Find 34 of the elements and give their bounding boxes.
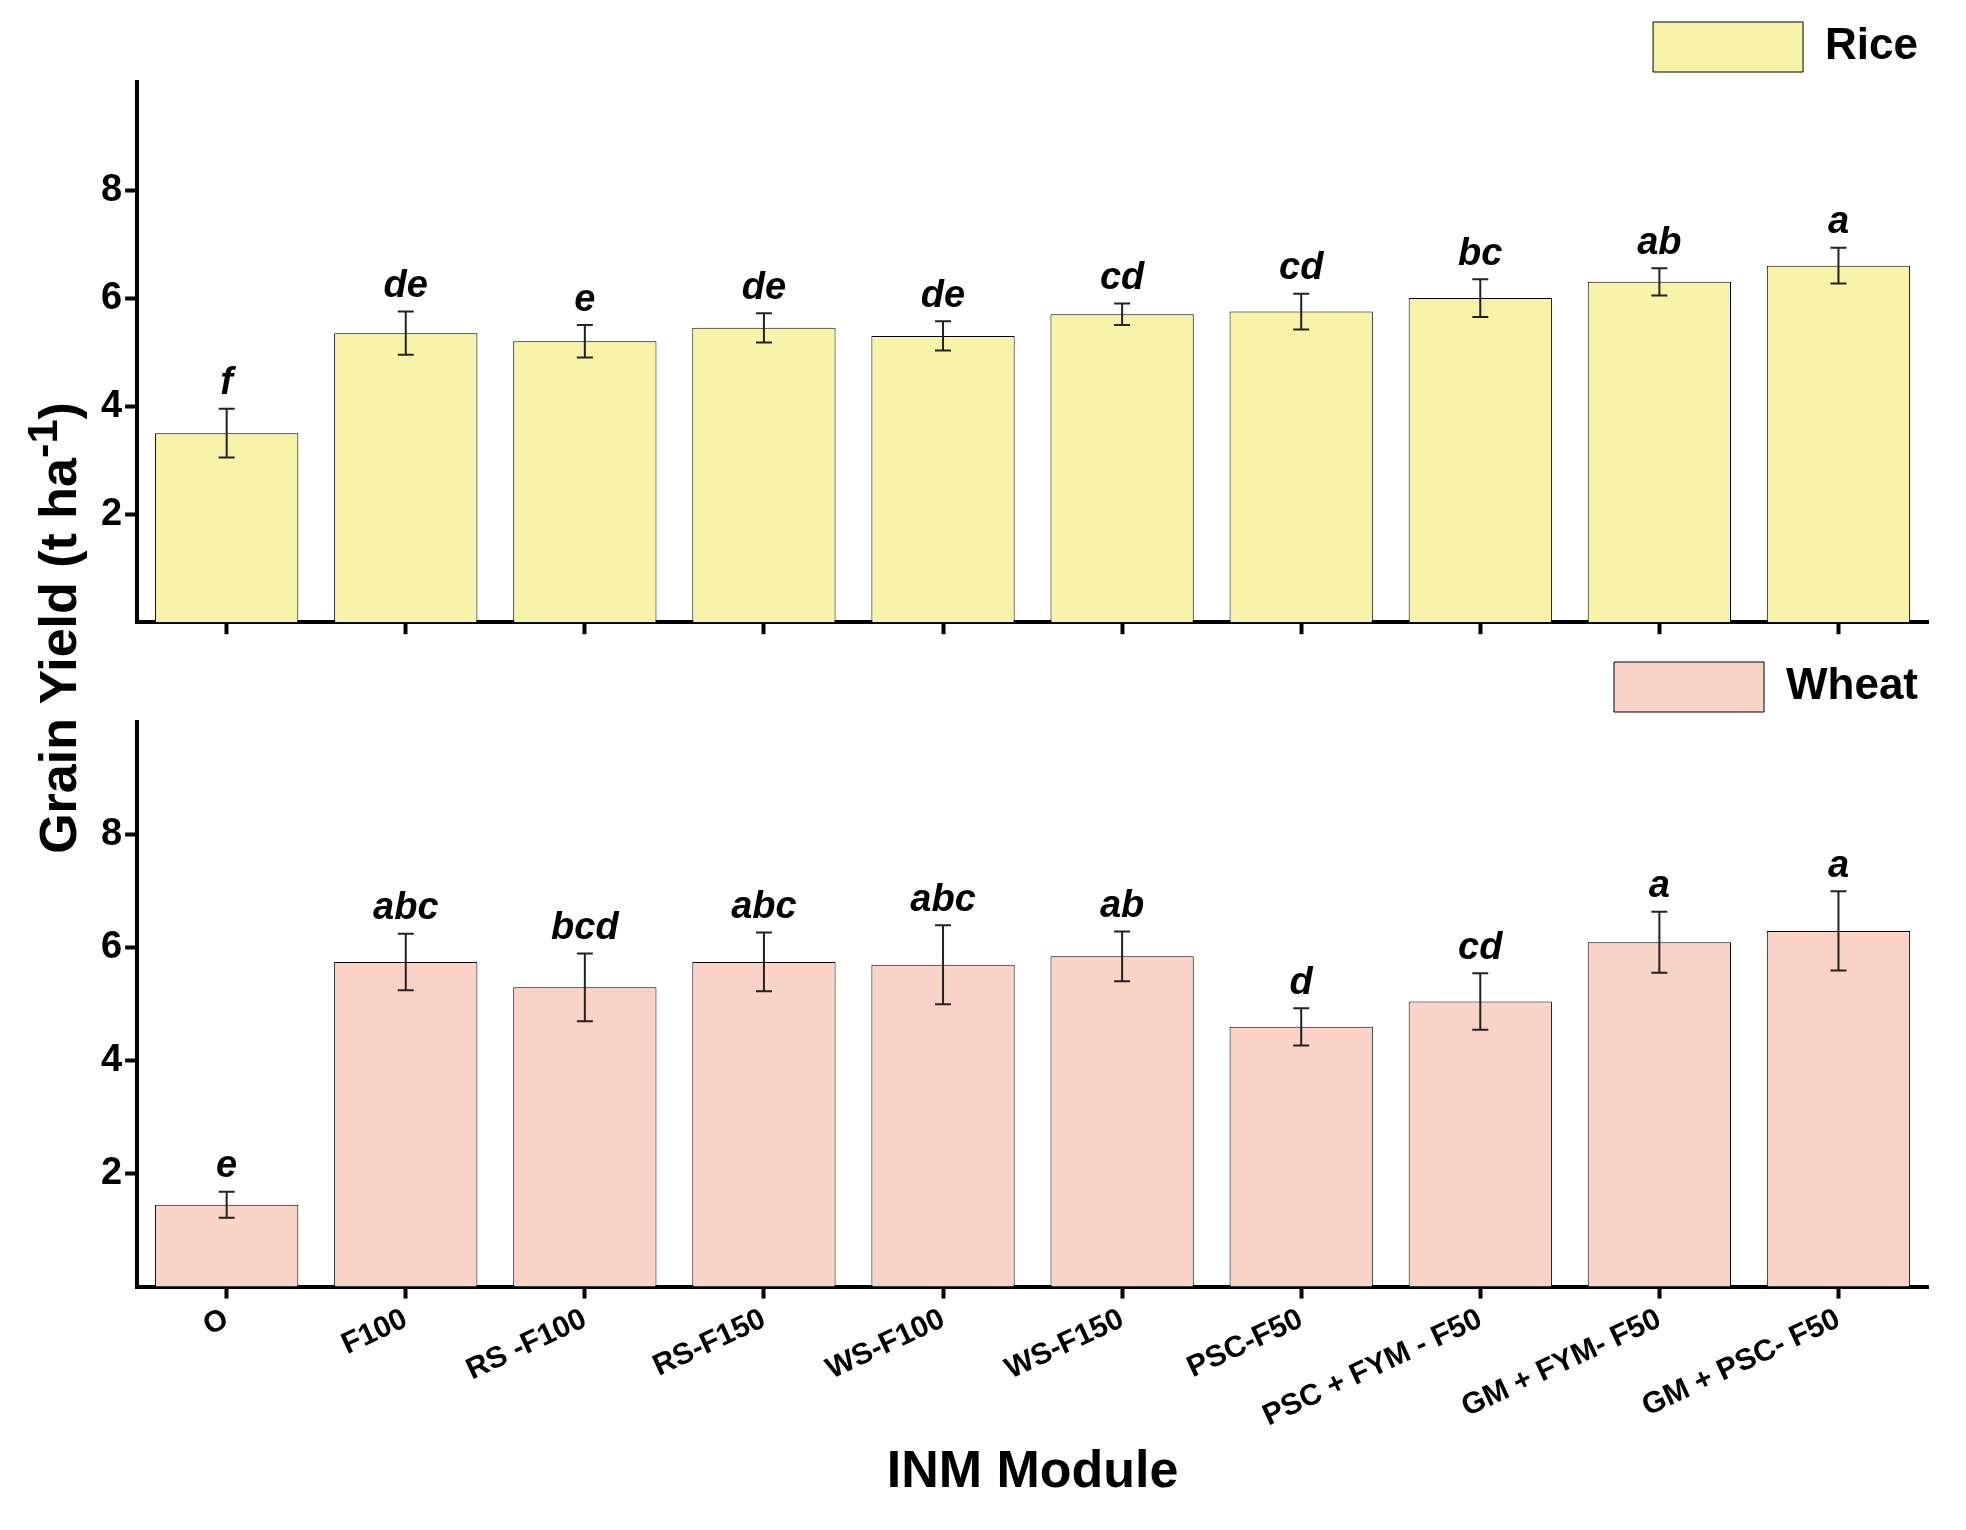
annotation: abc: [373, 885, 439, 928]
annotation: cd: [1099, 254, 1146, 297]
x-tick-label: O: [197, 1300, 233, 1341]
y-tick-label: 2: [100, 1150, 123, 1193]
annotation: cd: [1458, 924, 1504, 967]
annotation: bc: [1458, 230, 1503, 273]
annotation: de: [741, 264, 787, 307]
annotation: abc: [731, 884, 797, 927]
annotation: de: [920, 272, 966, 315]
annotation: cd: [1279, 245, 1325, 288]
y-tick-label: 4: [100, 382, 123, 425]
y-tick-label: 6: [100, 274, 123, 317]
y-tick-label: 8: [100, 811, 123, 854]
legend-label: Rice: [1825, 19, 1919, 69]
annotation: bcd: [551, 904, 620, 947]
annotation: abc: [910, 876, 976, 919]
annotation: ab: [1637, 219, 1682, 262]
annotation: a: [1827, 842, 1850, 885]
x-tick-label: F100: [335, 1300, 412, 1360]
annotation: de: [383, 263, 428, 306]
annotation: a: [1827, 199, 1850, 242]
x-axis-title: INM Module: [886, 1440, 1179, 1499]
legend-label: Wheat: [1786, 659, 1919, 709]
annotation: ab: [1099, 882, 1145, 925]
annotation: f: [220, 360, 237, 403]
y-tick-label: 4: [100, 1037, 123, 1080]
annotation: d: [1289, 959, 1314, 1002]
y-tick-label: 8: [100, 166, 123, 209]
annotation: e: [216, 1143, 238, 1186]
annotation: e: [574, 276, 596, 319]
annotation: a: [1648, 863, 1670, 906]
y-tick-label: 2: [100, 490, 123, 533]
y-tick-label: 6: [100, 924, 123, 967]
x-tick-label: RS -F100: [460, 1300, 591, 1386]
